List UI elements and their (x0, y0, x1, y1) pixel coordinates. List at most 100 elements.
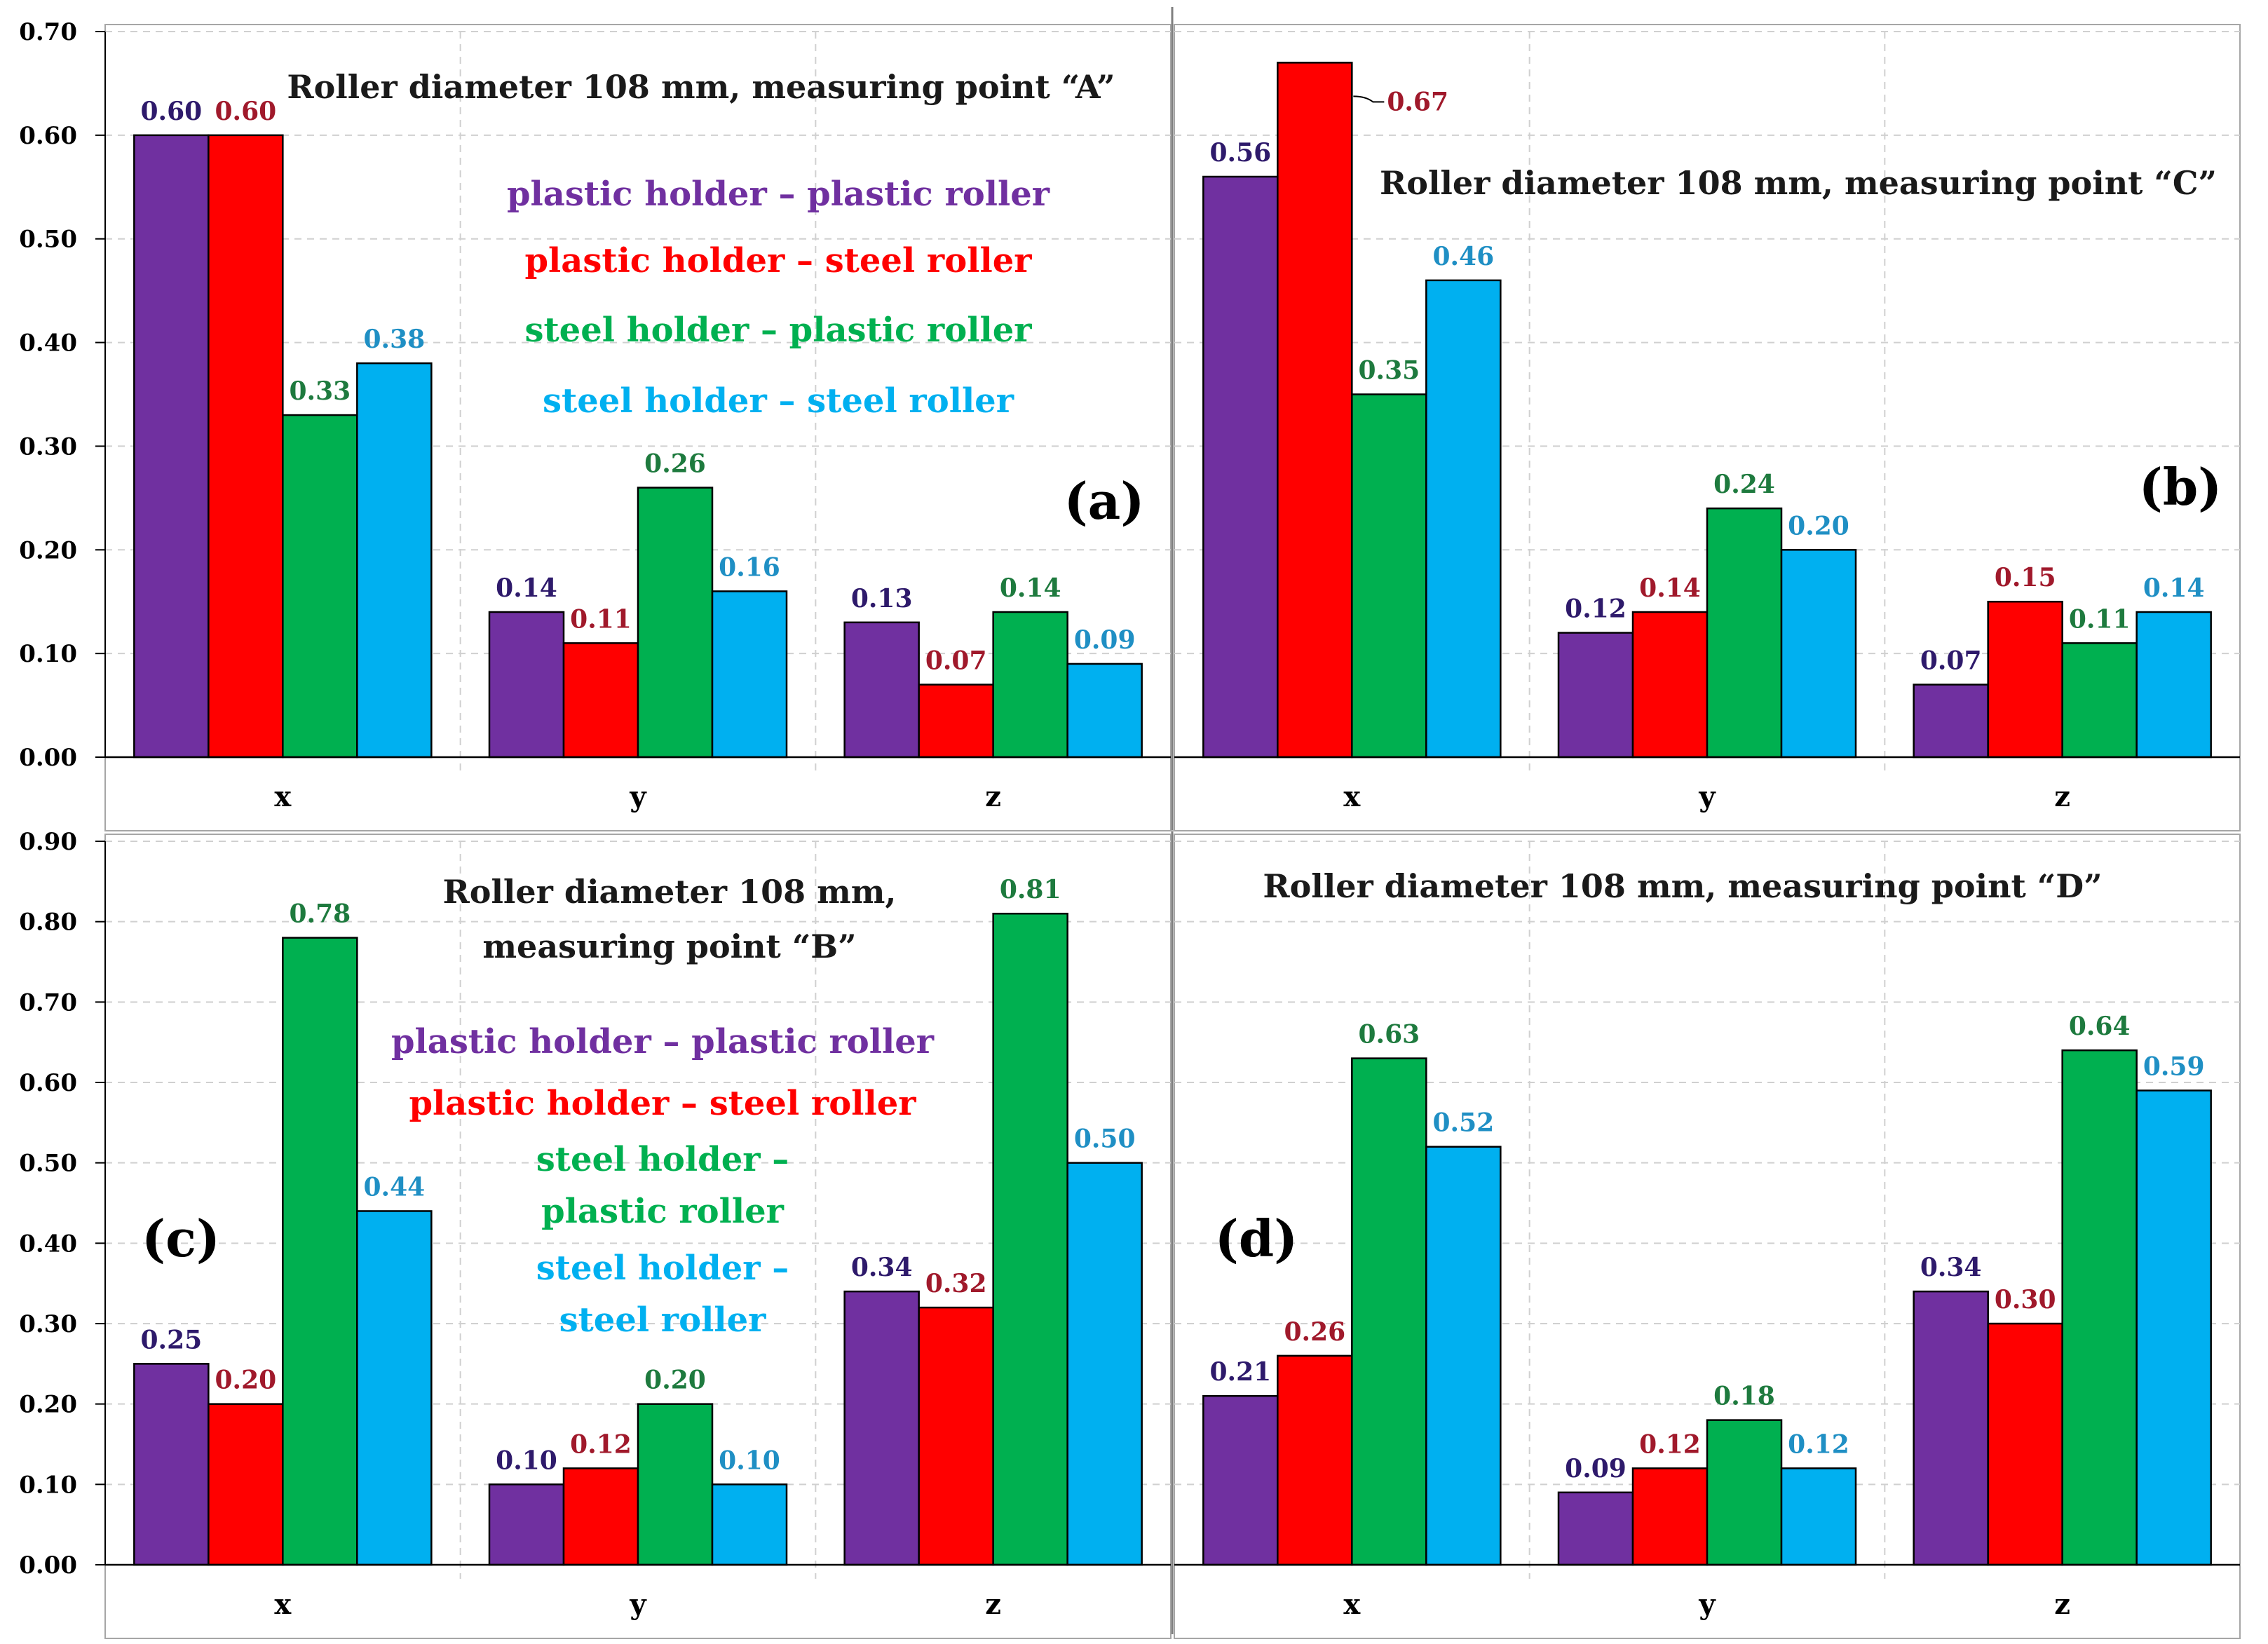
chart-panel-1: 0.00 0.10 0.20 0.30 0.40 0.50 0.60 0.70 0.60 0.60… (19, 18, 1172, 831)
bar-x-series-3 (282, 414, 358, 759)
category-label: x (274, 1588, 292, 1621)
chart-title: Roller diameter 108 mm, (443, 873, 897, 911)
data-label: 0.67 (1387, 87, 1448, 116)
data-label: 0.60 (215, 97, 276, 126)
data-label: 0.10 (496, 1446, 557, 1475)
data-label: 0.38 (363, 325, 425, 354)
data-label: 0.20 (1788, 511, 1849, 541)
data-label: 0.33 (289, 376, 351, 406)
chart-title: Roller diameter 108 mm, measuring point … (1380, 164, 2217, 202)
bar-x-series-1 (133, 1363, 210, 1566)
bar-y-series-3 (637, 487, 714, 759)
bar-x-series-4 (1425, 1146, 1502, 1566)
data-label: 0.63 (1358, 1020, 1420, 1049)
y-tick-label: 0.60 (19, 1069, 77, 1097)
data-label: 0.13 (851, 584, 913, 613)
y-tick-label: 0.20 (19, 1391, 77, 1419)
data-label: 0.59 (2143, 1052, 2205, 1081)
data-label: 0.07 (925, 646, 987, 676)
bar-y-series-3 (1706, 1419, 1783, 1566)
chart-panel-3: 0.00 0.10 0.20 0.30 0.40 0.50 0.60 0.70 0.80 0.90… (19, 828, 1172, 1639)
bar-y-series-2 (1631, 611, 1709, 759)
bar-x-series-3 (1351, 393, 1427, 759)
bar-x-series-3 (282, 937, 358, 1566)
data-label: 0.35 (1358, 356, 1420, 386)
y-tick-label: 0.40 (19, 330, 77, 358)
category-label: x (1343, 1588, 1361, 1621)
bar-y-series-1 (1557, 632, 1634, 759)
data-label: 0.20 (215, 1366, 276, 1395)
bar-x-series-2 (1277, 1354, 1353, 1566)
panel-label: (b) (2139, 457, 2222, 517)
data-label: 0.12 (570, 1429, 632, 1459)
data-label: 0.46 (1432, 242, 1494, 271)
bar-x-series-2 (208, 1403, 284, 1566)
legend-entry-3: steel holder – plastic roller (524, 311, 1032, 350)
data-label: 0.07 (1920, 646, 1982, 676)
data-label: 0.24 (1713, 470, 1775, 499)
panel-label: (c) (142, 1209, 220, 1268)
y-tick-label: 0.00 (19, 744, 77, 772)
y-tick-label: 0.20 (19, 536, 77, 564)
data-label: 0.14 (496, 573, 557, 603)
data-label: 0.14 (2143, 573, 2205, 603)
bar-z-series-4 (1066, 1162, 1143, 1566)
data-label: 0.11 (570, 604, 632, 634)
bar-y-series-2 (562, 642, 639, 759)
bar-y-series-4 (711, 1483, 788, 1566)
bar-z-series-3 (2061, 1049, 2138, 1566)
bar-y-series-2 (1631, 1467, 1709, 1566)
data-label: 0.64 (2069, 1012, 2131, 1041)
data-label: 0.81 (1000, 875, 1061, 904)
legend-entry-2: plastic holder – steel roller (524, 241, 1032, 280)
category-label: y (1698, 1588, 1716, 1621)
legend-entry-4: steel holder – steel roller (543, 381, 1014, 421)
data-label: 0.60 (140, 97, 202, 126)
bar-x-series-3 (1351, 1057, 1427, 1566)
data-label: 0.34 (851, 1253, 913, 1282)
bar-x-series-1 (133, 134, 210, 759)
legend-entry-3: steel holder – (536, 1140, 789, 1179)
category-label: z (2054, 1588, 2070, 1621)
data-label: 0.52 (1432, 1108, 1494, 1138)
chart-title: Roller diameter 108 mm, measuring point … (287, 68, 1115, 106)
data-label: 0.16 (719, 552, 780, 582)
y-tick-label: 0.30 (19, 1310, 77, 1338)
data-label: 0.44 (363, 1172, 425, 1202)
data-label: 0.25 (140, 1325, 202, 1354)
data-label: 0.09 (1565, 1454, 1627, 1483)
bar-z-series-2 (918, 1306, 994, 1566)
y-tick-label: 0.80 (19, 909, 77, 937)
bar-z-series-4 (2135, 611, 2212, 759)
data-label: 0.20 (644, 1366, 706, 1395)
data-label: 0.18 (1713, 1382, 1775, 1411)
data-label: 0.12 (1788, 1429, 1849, 1459)
category-label: y (1698, 780, 1716, 813)
category-label: y (629, 1588, 647, 1621)
chart-panel-4: 0.21 0.26 0.63 0.52 x 0.09 0.12 0.18 0.12 y 0.34 0.… (1174, 834, 2241, 1639)
bar-z-series-3 (992, 912, 1068, 1566)
bar-z-series-1 (1913, 684, 1989, 759)
bar-y-series-1 (488, 1483, 565, 1566)
panel-frame (1174, 24, 2241, 831)
bar-x-series-2 (208, 134, 284, 759)
bar-x-series-1 (1202, 1394, 1279, 1566)
y-tick-label: 0.00 (19, 1551, 77, 1580)
y-tick-label: 0.50 (19, 226, 77, 254)
bar-z-series-2 (1987, 600, 2063, 759)
category-label: z (2054, 780, 2070, 813)
panel-label: (d) (1215, 1209, 1298, 1268)
data-label: 0.12 (1565, 595, 1627, 624)
bar-x-series-2 (1277, 62, 1353, 759)
legend-entry-3: plastic roller (541, 1192, 785, 1231)
y-tick-label: 0.70 (19, 18, 77, 46)
data-label: 0.56 (1209, 138, 1271, 168)
bar-y-series-1 (1557, 1491, 1634, 1566)
data-label: 0.34 (1920, 1253, 1982, 1282)
bar-y-series-3 (637, 1403, 714, 1566)
data-label: 0.30 (1995, 1285, 2056, 1314)
bar-x-series-4 (356, 362, 433, 759)
data-label: 0.10 (719, 1446, 780, 1475)
